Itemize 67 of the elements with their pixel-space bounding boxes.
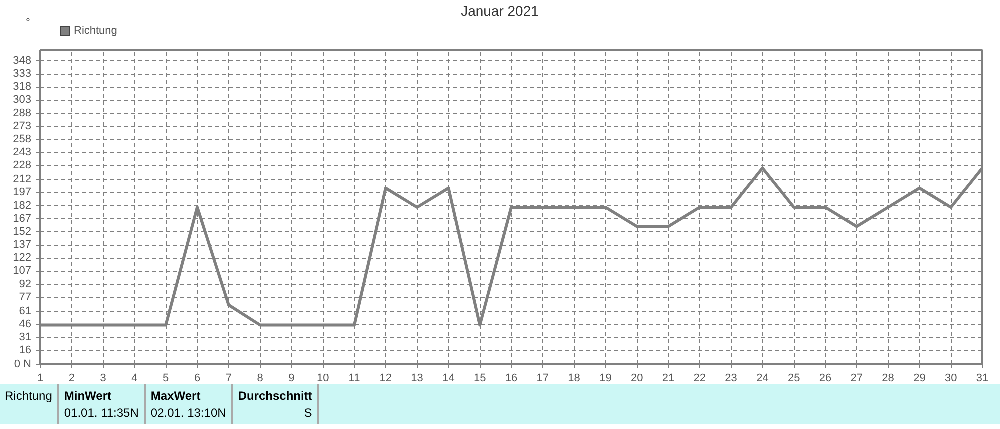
y-tick-label: 258 [13,133,32,146]
x-tick-label: 7 [226,372,232,384]
x-tick-label: 2 [68,372,75,384]
text: N [218,405,226,422]
x-tick-label: 5 [163,372,170,384]
x-tick-label: 21 [662,372,675,384]
x-tick-label: 19 [600,372,612,384]
x-tick-label: 31 [976,372,989,384]
x-tick-label: 30 [944,372,958,384]
y-axis-title: ° [26,16,30,31]
y-tick-label: 303 [13,94,32,106]
text: 01.01. 11:35 [64,406,130,420]
x-tick-label: 13 [411,372,424,384]
y-tick-label: 107 [13,265,32,278]
y-tick-label: 228 [13,160,32,172]
text: S [304,405,312,422]
x-tick-label: 18 [568,372,580,384]
text: 02.01. 13:10 [150,406,218,420]
x-tick-label: 8 [257,372,264,384]
x-tick-label: 25 [788,372,800,384]
legend-label: Richtung [74,25,118,38]
x-tick-label: 29 [914,372,926,384]
y-tick-label: 318 [13,81,32,94]
chart-title: Januar 2021 [461,3,539,19]
x-tick-label: 11 [348,372,360,384]
x-tick-label: 9 [288,372,295,384]
y-tick-label: 77 [19,291,32,304]
y-tick-label: 61 [19,305,32,318]
x-tick-label: 6 [194,372,201,384]
y-tick-label: 273 [13,120,32,132]
text: Durchschnitt [238,389,312,403]
y-tick-label: 243 [13,146,32,159]
x-tick-label: 24 [756,372,769,384]
x-tick-label: 1 [37,372,44,384]
y-tick-label: 46 [19,318,32,330]
y-tick-label: 212 [13,174,32,186]
text: Richtung [0,384,60,424]
y-tick-label: 0 N [14,358,32,370]
y-tick-label: 122 [13,252,32,264]
text: MinWert [64,389,112,403]
text: N [130,405,139,422]
x-tick-label: 22 [694,372,706,384]
y-tick-label: 137 [13,239,32,252]
y-tick-label: 333 [13,68,32,80]
x-tick-label: 27 [850,372,864,384]
y-tick-label: 31 [19,331,32,344]
text: MaxWert [150,389,201,403]
x-tick-label: 16 [505,372,518,384]
y-tick-label: 288 [13,107,32,120]
x-tick-label: 14 [442,372,455,384]
y-tick-label: 92 [19,278,32,290]
x-tick-label: 4 [132,372,138,384]
x-tick-label: 26 [819,372,832,384]
x-tick-label: 10 [316,372,330,384]
x-tick-label: 15 [474,372,486,384]
x-tick-label: 20 [630,372,644,384]
y-tick-label: 152 [13,226,32,238]
x-tick-label: 3 [100,372,106,384]
y-tick-label: 182 [13,200,32,212]
x-tick-label: 17 [536,372,550,384]
x-tick-label: 12 [380,372,392,384]
x-tick-label: 23 [725,372,738,384]
y-tick-label: 16 [19,344,32,357]
y-tick-label: 197 [13,186,32,199]
y-tick-label: 167 [13,212,32,225]
x-tick-label: 28 [882,372,894,384]
y-tick-label: 348 [13,54,32,67]
